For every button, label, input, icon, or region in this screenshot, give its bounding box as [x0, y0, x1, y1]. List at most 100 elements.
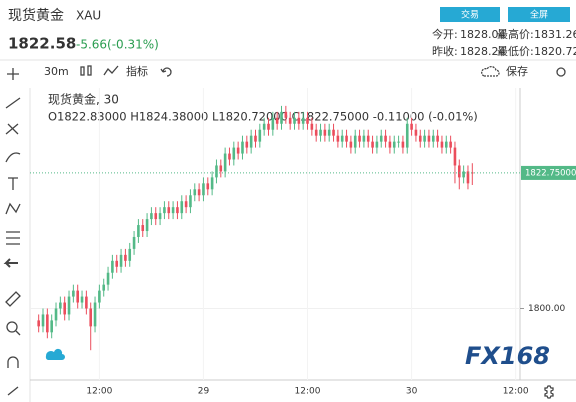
candle-body	[219, 165, 223, 172]
candle-body	[431, 135, 435, 142]
candle-body	[132, 236, 136, 249]
candle-body	[405, 123, 409, 148]
stat-label: 今开:	[432, 27, 458, 41]
stat-value: 1831.26	[534, 28, 576, 41]
trade-button[interactable]	[440, 7, 500, 22]
candle-body	[293, 117, 296, 124]
y-tick-label: 1800.00	[528, 304, 565, 314]
candle-body	[336, 135, 340, 142]
candle-body	[410, 123, 413, 130]
candle-body	[80, 296, 84, 303]
candle-body	[115, 260, 119, 267]
legend-ohlc: O1822.83000 H1824.38000 L1820.72000 C182…	[48, 110, 478, 124]
candle-body	[76, 290, 79, 303]
indicators[interactable]: 指标	[126, 64, 148, 78]
candle-body	[397, 141, 400, 143]
candle-body	[418, 135, 422, 142]
candle-body	[37, 320, 40, 327]
candle-body	[202, 183, 205, 196]
stat-label: 最高价:	[497, 27, 534, 41]
axis-settings[interactable]	[544, 385, 554, 399]
cloud-badge[interactable]	[45, 348, 65, 360]
candle-body	[288, 117, 292, 124]
candle-body	[453, 147, 457, 166]
candle-body	[262, 123, 266, 130]
stat-label: 最低价:	[497, 45, 534, 58]
candle-body	[332, 129, 335, 136]
candle-body	[258, 129, 262, 142]
candle-body	[375, 141, 379, 148]
candle-body	[163, 207, 166, 214]
candle-body	[457, 165, 461, 178]
candle-body	[176, 207, 179, 214]
candle-body	[106, 272, 110, 285]
indicator-icon[interactable]	[103, 65, 119, 76]
candle-body	[102, 284, 106, 291]
candle-body	[401, 141, 405, 148]
interval[interactable]: 30m	[44, 65, 69, 78]
candle-body	[371, 141, 374, 148]
candle-body	[471, 172, 474, 174]
candle-body	[197, 189, 201, 196]
change: -5.66(-0.31%)	[76, 38, 159, 52]
sidebar-tools[interactable]	[3, 68, 21, 396]
candle-body	[54, 308, 58, 321]
candle-body	[228, 153, 231, 160]
trade-button-label[interactable]: 交易	[461, 9, 479, 21]
candle-body	[59, 302, 62, 309]
x-tick-label: 29	[198, 387, 210, 397]
candle-body	[41, 314, 45, 327]
stat-label: 昨收:	[432, 44, 458, 58]
candle-body	[284, 111, 288, 118]
last-price-badge	[521, 165, 576, 180]
candle-body	[423, 135, 426, 142]
candle-body	[345, 135, 348, 142]
candle-body	[184, 201, 188, 208]
candle-body	[301, 117, 305, 124]
candle-body	[158, 213, 162, 220]
candle-body	[327, 129, 331, 136]
candle-body	[150, 213, 153, 220]
candle-body	[362, 135, 366, 142]
fullscreen-button-label[interactable]: 全屏	[530, 9, 548, 21]
candle-body	[440, 141, 444, 148]
cloud-icon[interactable]	[481, 65, 500, 77]
candle-body	[189, 195, 192, 208]
candle-body	[275, 117, 279, 124]
candle-body	[167, 207, 171, 214]
candle-body	[154, 213, 158, 220]
candle-body	[124, 254, 127, 261]
title: 现货黄金	[8, 7, 64, 24]
candle-body	[98, 290, 101, 303]
candle-body	[280, 111, 283, 124]
candle-body	[462, 171, 465, 178]
candle-body	[384, 135, 387, 142]
candle-body	[85, 296, 88, 309]
stat-value: 1828.24	[460, 45, 506, 58]
legend-title: 现货黄金, 30	[48, 92, 119, 107]
save[interactable]: 保存	[506, 64, 528, 78]
candle-body	[249, 135, 253, 148]
candle-body	[349, 141, 353, 148]
candle-body	[171, 207, 175, 214]
candle-body	[466, 171, 470, 184]
candle-body	[388, 141, 392, 148]
candle-body	[215, 165, 218, 178]
candle-body	[379, 135, 383, 142]
undo-icon[interactable]	[160, 67, 172, 77]
settings-icon[interactable]	[556, 67, 566, 77]
candle-body	[358, 135, 361, 142]
candle-body	[427, 135, 431, 142]
candle-body	[310, 123, 314, 130]
candle-body	[319, 129, 322, 136]
fullscreen-button[interactable]	[508, 7, 570, 22]
candle-body	[236, 147, 240, 154]
price: 1822.58	[8, 35, 76, 53]
candle-body	[366, 135, 370, 142]
candle-body	[119, 254, 123, 267]
candle-body	[46, 314, 49, 333]
candle-icon[interactable]	[80, 65, 92, 76]
candle-body	[223, 153, 227, 172]
